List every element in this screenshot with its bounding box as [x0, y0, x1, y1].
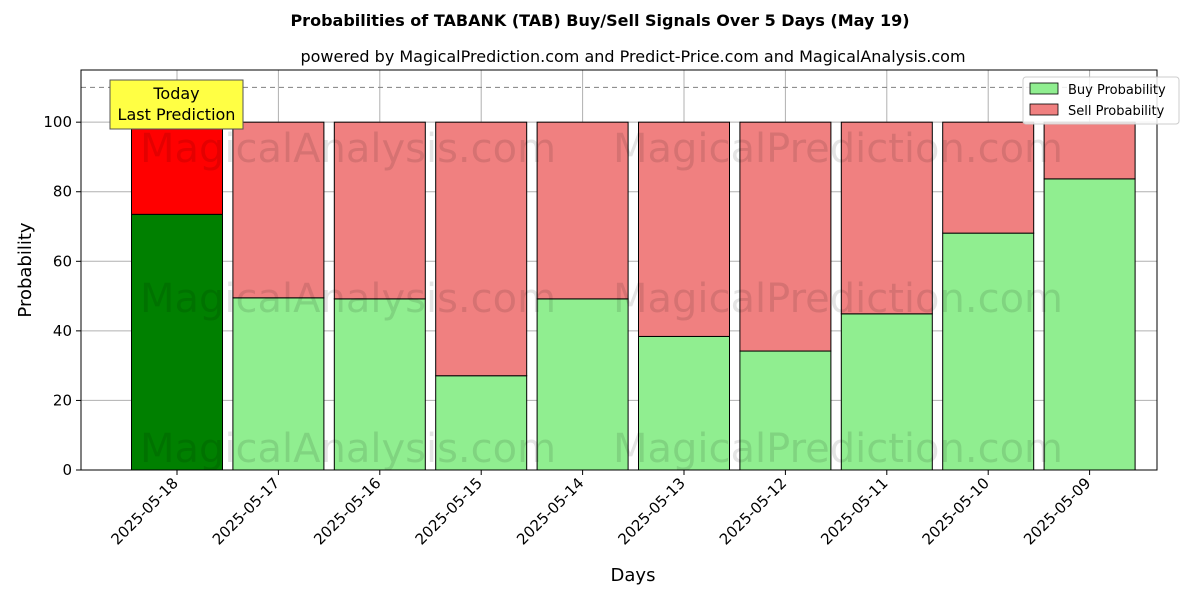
bar-buy — [536, 298, 629, 471]
bar-buy — [1043, 178, 1136, 471]
y-tick-label: 60 — [53, 252, 72, 270]
x-ticks: 2025-05-18 2025-05-17 2025-05-16 2025-05-15… — [107, 470, 1094, 548]
chart-subtitle: powered by MagicalPrediction.com and Pre… — [300, 47, 965, 66]
bar-sell — [1043, 121, 1136, 180]
annotation-line2: Last Prediction — [118, 105, 236, 124]
watermarks: MagicalAnalysis.com MagicalPrediction.com… — [140, 126, 1063, 472]
y-ticks: 0 20 40 60 80 100 — [43, 113, 81, 479]
y-tick-label: 40 — [53, 322, 72, 340]
chart-title: Probabilities of TABANK (TAB) Buy/Sell S… — [290, 11, 909, 30]
y-tick-label: 80 — [53, 183, 72, 201]
y-tick-label: 0 — [62, 461, 72, 479]
bar-sell — [536, 121, 629, 300]
bar-sell — [232, 121, 325, 299]
bar-buy — [435, 375, 528, 471]
bars — [131, 121, 1136, 471]
x-tick-label: 2025-05-12 — [716, 474, 790, 548]
watermark-text: MagicalPrediction.com — [613, 426, 1063, 472]
legend-label-sell: Sell Probability — [1068, 104, 1165, 119]
annotation-box — [109, 79, 244, 130]
today-annotation: Today Last Prediction — [109, 79, 244, 130]
x-axis-label: Days — [611, 565, 656, 586]
bar-sell — [131, 121, 223, 215]
watermark-text: MagicalAnalysis.com — [140, 426, 556, 472]
plot-frame — [80, 69, 1158, 471]
legend-label-buy: Buy Probability — [1068, 83, 1166, 98]
bar-sell — [333, 121, 426, 300]
watermark-text: MagicalAnalysis.com — [140, 276, 556, 322]
y-axis-label: Probability — [15, 222, 36, 317]
legend-swatch-sell — [1029, 103, 1059, 116]
bar-buy — [840, 313, 933, 471]
watermark-text: MagicalPrediction.com — [613, 126, 1063, 172]
bar-buy — [942, 232, 1035, 471]
y-tick-label: 100 — [43, 113, 72, 131]
x-tick-label: 2025-05-16 — [310, 474, 384, 548]
bar-buy — [333, 298, 426, 471]
bar-sell — [435, 121, 528, 377]
bar-buy — [131, 213, 223, 471]
x-tick-label: 2025-05-15 — [412, 474, 486, 548]
x-tick-label: 2025-05-18 — [107, 474, 181, 548]
legend-swatch-buy — [1029, 82, 1059, 95]
x-tick-label: 2025-05-17 — [209, 474, 283, 548]
annotation-line1: Today — [152, 84, 199, 103]
x-tick-label: 2025-05-10 — [919, 474, 993, 548]
bar-sell — [942, 121, 1035, 234]
bar-buy — [638, 335, 730, 471]
x-tick-label: 2025-05-13 — [614, 474, 688, 548]
bar-sell — [739, 121, 832, 352]
y-tick-label: 20 — [53, 391, 72, 409]
x-tick-label: 2025-05-09 — [1020, 474, 1094, 548]
x-tick-label: 2025-05-11 — [817, 474, 891, 548]
bar-buy — [739, 350, 832, 471]
watermark-text: MagicalAnalysis.com — [140, 126, 556, 172]
legend: Buy Probability Sell Probability — [1022, 76, 1180, 125]
x-tick-label: 2025-05-14 — [513, 474, 587, 548]
legend-box — [1022, 76, 1180, 125]
bar-sell — [840, 121, 933, 315]
watermark-text: MagicalPrediction.com — [613, 276, 1063, 322]
bar-sell — [638, 121, 730, 337]
